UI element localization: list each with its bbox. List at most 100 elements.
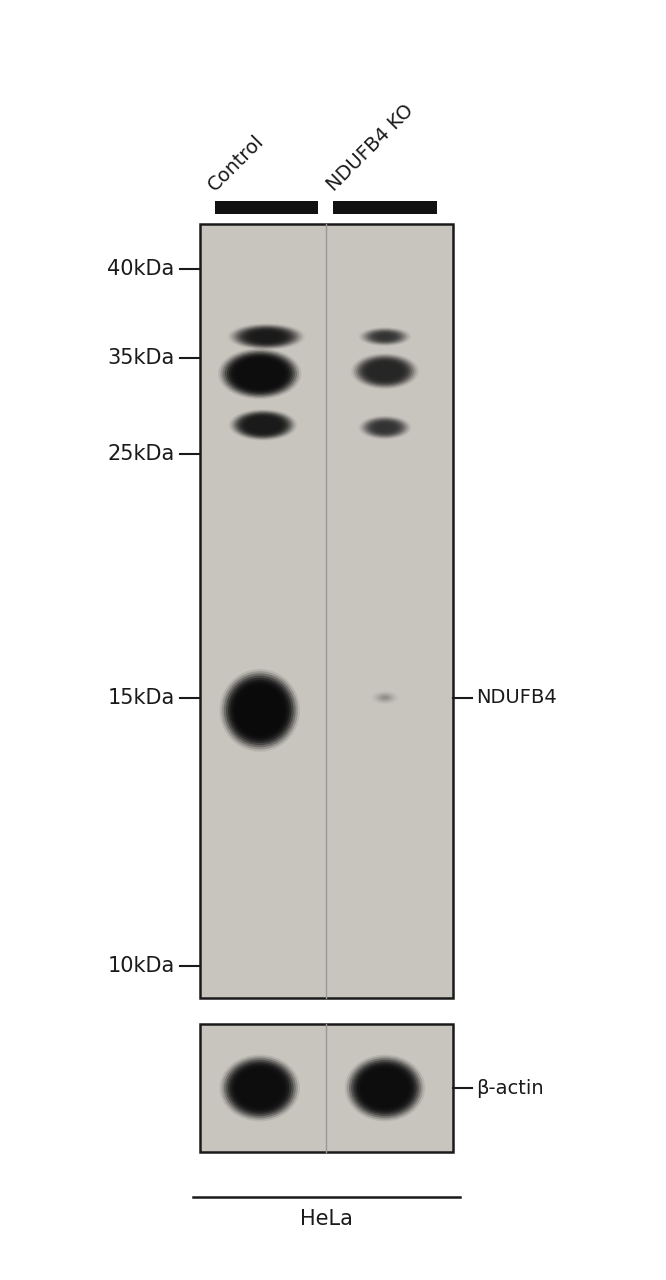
Ellipse shape [374, 366, 396, 376]
Text: HeLa: HeLa [300, 1208, 353, 1229]
Ellipse shape [253, 371, 266, 376]
Ellipse shape [365, 361, 405, 381]
Ellipse shape [365, 419, 405, 436]
Ellipse shape [229, 324, 304, 349]
Ellipse shape [364, 417, 406, 436]
Ellipse shape [361, 416, 409, 438]
Ellipse shape [366, 330, 404, 343]
Ellipse shape [233, 357, 286, 390]
Ellipse shape [228, 1061, 292, 1115]
Ellipse shape [247, 701, 272, 719]
Ellipse shape [379, 334, 391, 339]
Ellipse shape [378, 1083, 392, 1093]
Ellipse shape [229, 355, 290, 393]
Ellipse shape [376, 424, 394, 431]
Ellipse shape [246, 329, 287, 343]
Ellipse shape [224, 352, 295, 396]
Ellipse shape [236, 412, 290, 438]
Ellipse shape [245, 416, 281, 434]
Ellipse shape [241, 415, 285, 435]
Ellipse shape [364, 1070, 406, 1106]
Ellipse shape [370, 332, 400, 342]
Ellipse shape [226, 676, 294, 745]
Ellipse shape [370, 1075, 400, 1101]
Ellipse shape [351, 1060, 419, 1116]
Ellipse shape [375, 422, 395, 431]
Ellipse shape [382, 335, 388, 338]
Ellipse shape [250, 419, 276, 431]
Ellipse shape [352, 353, 418, 389]
Ellipse shape [361, 328, 409, 346]
Ellipse shape [382, 426, 388, 429]
Ellipse shape [381, 1084, 389, 1092]
Text: 25kDa: 25kDa [107, 444, 174, 465]
Ellipse shape [222, 351, 297, 397]
Ellipse shape [247, 1078, 272, 1098]
Ellipse shape [252, 332, 281, 342]
Ellipse shape [256, 333, 277, 340]
Ellipse shape [372, 332, 398, 342]
Ellipse shape [258, 1087, 262, 1089]
Ellipse shape [232, 682, 287, 739]
Ellipse shape [350, 353, 420, 389]
Ellipse shape [251, 370, 268, 378]
Ellipse shape [240, 415, 286, 435]
Ellipse shape [234, 412, 292, 438]
Ellipse shape [374, 422, 396, 433]
Text: 35kDa: 35kDa [107, 348, 174, 369]
Ellipse shape [220, 1055, 300, 1121]
Ellipse shape [372, 421, 398, 433]
Ellipse shape [370, 420, 400, 434]
Ellipse shape [368, 330, 402, 343]
Ellipse shape [224, 1059, 296, 1117]
Ellipse shape [374, 333, 396, 340]
Ellipse shape [264, 335, 268, 338]
Ellipse shape [360, 328, 410, 346]
Ellipse shape [228, 410, 298, 440]
Ellipse shape [240, 696, 279, 724]
Ellipse shape [256, 708, 264, 713]
Ellipse shape [371, 332, 399, 342]
Bar [200, 1024, 453, 1152]
Ellipse shape [234, 685, 285, 736]
Ellipse shape [367, 361, 403, 381]
Text: β-actin: β-actin [476, 1079, 544, 1097]
Ellipse shape [230, 410, 296, 440]
Ellipse shape [353, 1061, 417, 1115]
Ellipse shape [245, 1075, 274, 1101]
Ellipse shape [376, 1080, 394, 1094]
Ellipse shape [370, 364, 400, 379]
Ellipse shape [249, 703, 270, 718]
Ellipse shape [371, 421, 399, 434]
Ellipse shape [362, 329, 408, 344]
Ellipse shape [366, 419, 404, 435]
Text: 40kDa: 40kDa [107, 259, 174, 279]
Text: 10kDa: 10kDa [107, 956, 174, 977]
Ellipse shape [238, 1070, 281, 1106]
Ellipse shape [363, 360, 407, 383]
Ellipse shape [227, 353, 292, 394]
Ellipse shape [380, 369, 390, 374]
Ellipse shape [381, 425, 389, 430]
Ellipse shape [362, 417, 408, 438]
Ellipse shape [253, 705, 266, 716]
Ellipse shape [362, 358, 408, 384]
Ellipse shape [372, 1078, 398, 1098]
Ellipse shape [247, 417, 279, 433]
Ellipse shape [360, 416, 410, 439]
Ellipse shape [368, 420, 402, 435]
Ellipse shape [248, 419, 278, 431]
Ellipse shape [345, 1055, 425, 1121]
Text: Control: Control [204, 131, 268, 195]
Ellipse shape [358, 1065, 412, 1111]
Ellipse shape [383, 1087, 387, 1089]
Ellipse shape [368, 1074, 402, 1102]
Ellipse shape [260, 334, 272, 339]
Ellipse shape [234, 1068, 285, 1108]
Ellipse shape [258, 422, 268, 428]
Ellipse shape [374, 1079, 396, 1097]
Ellipse shape [224, 673, 296, 748]
Ellipse shape [231, 356, 288, 392]
Ellipse shape [256, 1084, 264, 1092]
Ellipse shape [232, 1065, 287, 1111]
